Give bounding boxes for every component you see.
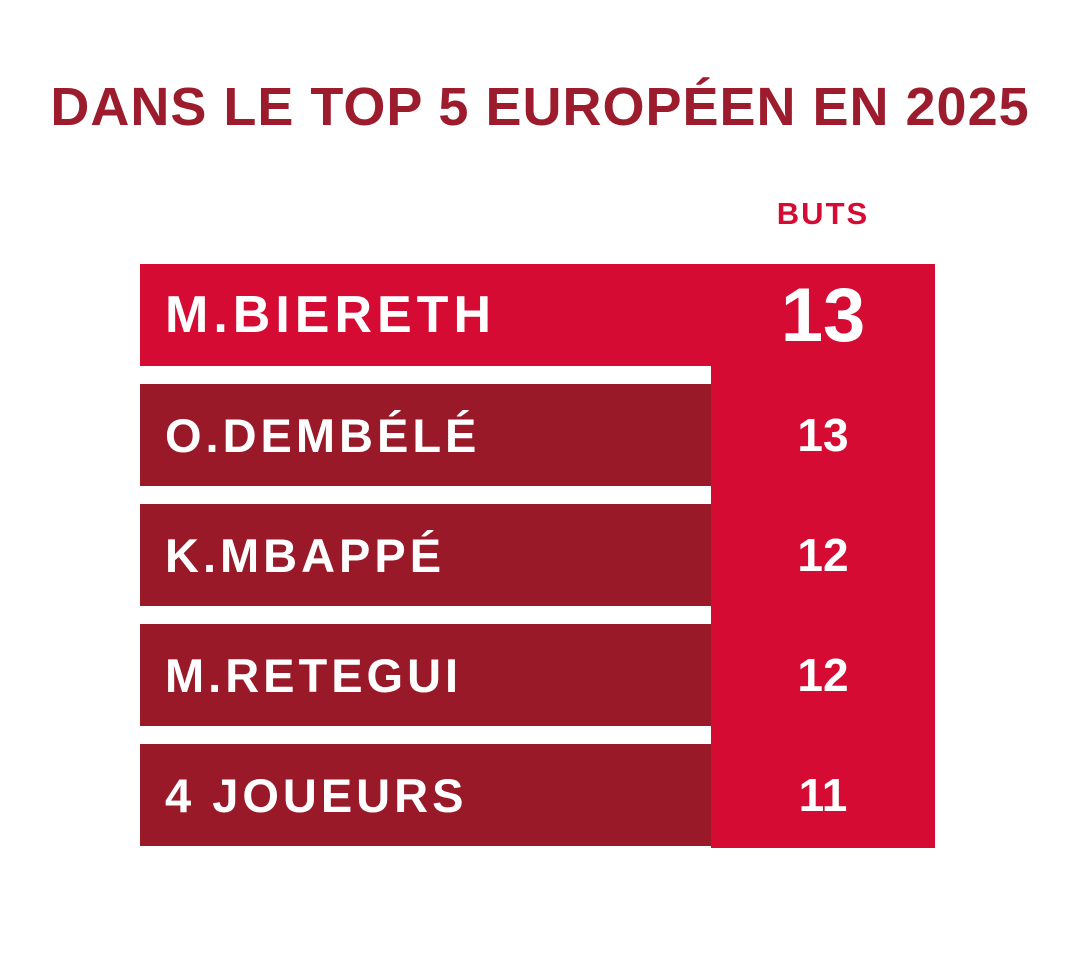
player-name: O.DEMBÉLÉ (165, 408, 481, 462)
player-name: K.MBAPPÉ (165, 528, 446, 582)
bar-row: M.RETEGUI 12 (140, 624, 935, 726)
bar (140, 384, 711, 486)
bar-row: 4 JOUEURS 11 (140, 744, 935, 846)
bar-row: K.MBAPPÉ 12 (140, 504, 935, 606)
bar (140, 744, 711, 846)
bar-row: M.BIERETH 13 (140, 264, 935, 366)
goals-value: 13 (797, 409, 849, 461)
player-name: M.BIERETH (165, 286, 496, 344)
bar (140, 504, 711, 606)
player-name: 4 JOUEURS (165, 768, 468, 822)
player-name: M.RETEGUI (165, 648, 463, 702)
bar-row: O.DEMBÉLÉ 13 (140, 384, 935, 486)
goals-value: 11 (798, 769, 848, 821)
goals-value: 13 (780, 272, 866, 358)
bar (140, 264, 935, 366)
goals-value: 12 (797, 529, 849, 581)
chart-title: DANS LE TOP 5 EUROPÉEN EN 2025 (50, 77, 1030, 137)
bar (140, 624, 711, 726)
goals-value: 12 (797, 649, 849, 701)
value-column-header: BUTS (776, 196, 870, 231)
